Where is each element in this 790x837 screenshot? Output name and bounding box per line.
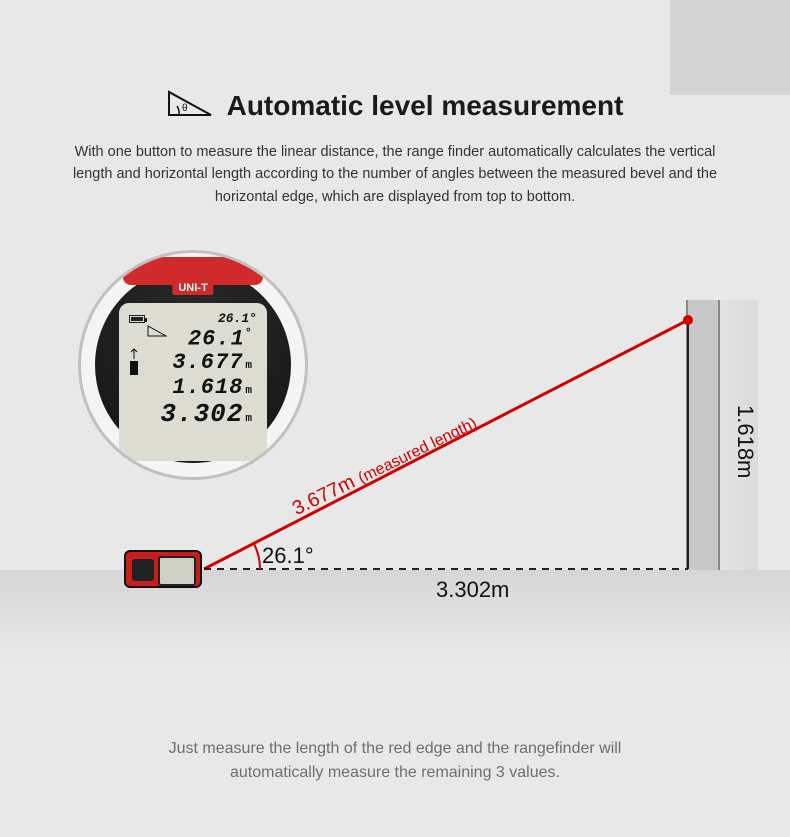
measurement-diagram: 3.677m (measured length) 26.1° 3.302m 1.… [0, 250, 790, 670]
header: θ Automatic level measurement With one b… [0, 88, 790, 208]
vertical-label: 1.618m [732, 405, 758, 478]
theta-glyph: θ [182, 103, 188, 114]
description: With one button to measure the linear di… [0, 141, 790, 208]
footer-note: Just measure the length of the red edge … [0, 737, 790, 785]
corner-decor [670, 0, 790, 95]
horizontal-label: 3.302m [436, 577, 509, 603]
angle-label: 26.1° [262, 543, 314, 569]
angle-theta-icon: θ [167, 88, 213, 123]
title-row: θ Automatic level measurement [167, 88, 624, 123]
rangefinder-device [124, 550, 202, 588]
page-title: Automatic level measurement [227, 90, 624, 122]
